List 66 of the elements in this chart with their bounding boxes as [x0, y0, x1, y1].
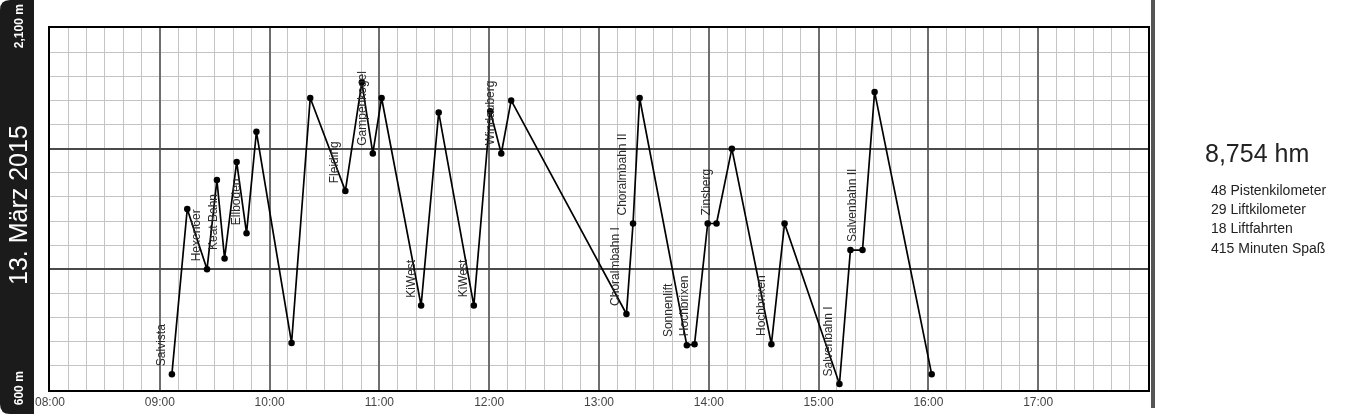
annotation: Keat Bahn	[206, 194, 221, 251]
point	[342, 187, 349, 195]
point	[507, 97, 515, 104]
point	[728, 145, 736, 152]
point	[691, 340, 698, 348]
x-tick-label: 14:00	[693, 395, 725, 410]
x-tick-label: 11:00	[364, 395, 395, 410]
point	[768, 340, 775, 348]
annotation: Zinsberg	[698, 168, 713, 216]
annotation: KiWest	[403, 259, 418, 298]
x-tick-label: 10:00	[254, 395, 285, 410]
point	[871, 88, 878, 96]
point	[713, 220, 720, 227]
point	[168, 371, 176, 378]
x-tick-label: 17:00	[1023, 395, 1054, 410]
text: 8,754 hm	[1205, 139, 1310, 167]
point	[704, 220, 711, 227]
point	[859, 246, 866, 254]
point	[629, 220, 637, 227]
annotation: Hochbrixen	[753, 275, 768, 337]
point	[683, 342, 691, 349]
text: 48 Pistenkilometer	[1211, 182, 1327, 198]
point	[221, 255, 228, 262]
point	[233, 158, 240, 166]
point	[288, 339, 295, 347]
point	[243, 229, 250, 237]
text: 415 Minuten Spaß	[1211, 240, 1326, 256]
point	[417, 302, 425, 309]
point	[435, 109, 442, 116]
point	[623, 310, 630, 318]
point	[470, 302, 478, 309]
point	[213, 176, 221, 184]
point	[781, 220, 788, 227]
x-tick-label: 15:00	[803, 395, 834, 410]
annotation: Salvenbahn II	[844, 168, 859, 243]
point	[636, 94, 643, 102]
x-tick-label: 16:00	[913, 395, 944, 410]
text: 29 Liftkilometer	[1211, 201, 1307, 217]
x-tick-label: 12:00	[474, 395, 505, 410]
annotation: Sonnenlift	[661, 283, 676, 338]
point	[369, 150, 377, 157]
annotation: Salvenbahn I	[821, 306, 836, 377]
annotation: Hexen6er	[188, 209, 203, 262]
point	[378, 94, 385, 102]
x-tick-label: 09:00	[144, 395, 176, 410]
annotation: Choralmbahn II	[614, 133, 629, 216]
point	[847, 246, 854, 254]
text: 18 Liftfahrten	[1211, 220, 1293, 236]
annotation: Windauberg	[483, 80, 498, 146]
point	[184, 205, 191, 213]
y-tick-label: 2,100 m	[12, 4, 27, 49]
point	[306, 94, 314, 102]
point	[253, 128, 260, 136]
y-tick-label: 600 m	[12, 371, 27, 406]
annotation: Hochbrixen	[676, 275, 691, 337]
annotation: KiWest	[456, 258, 471, 298]
x-tick-label: 08:00	[34, 395, 66, 410]
annotation: Choralmbahn I	[607, 227, 622, 306]
annotation: Gampenkogel	[354, 71, 369, 146]
text: 13. März 2015	[4, 125, 32, 285]
point	[203, 266, 211, 273]
point	[928, 371, 935, 378]
x-tick-label: 13:00	[583, 395, 615, 410]
point	[836, 380, 843, 388]
point	[498, 150, 505, 157]
annotation: Salvista	[153, 323, 168, 367]
